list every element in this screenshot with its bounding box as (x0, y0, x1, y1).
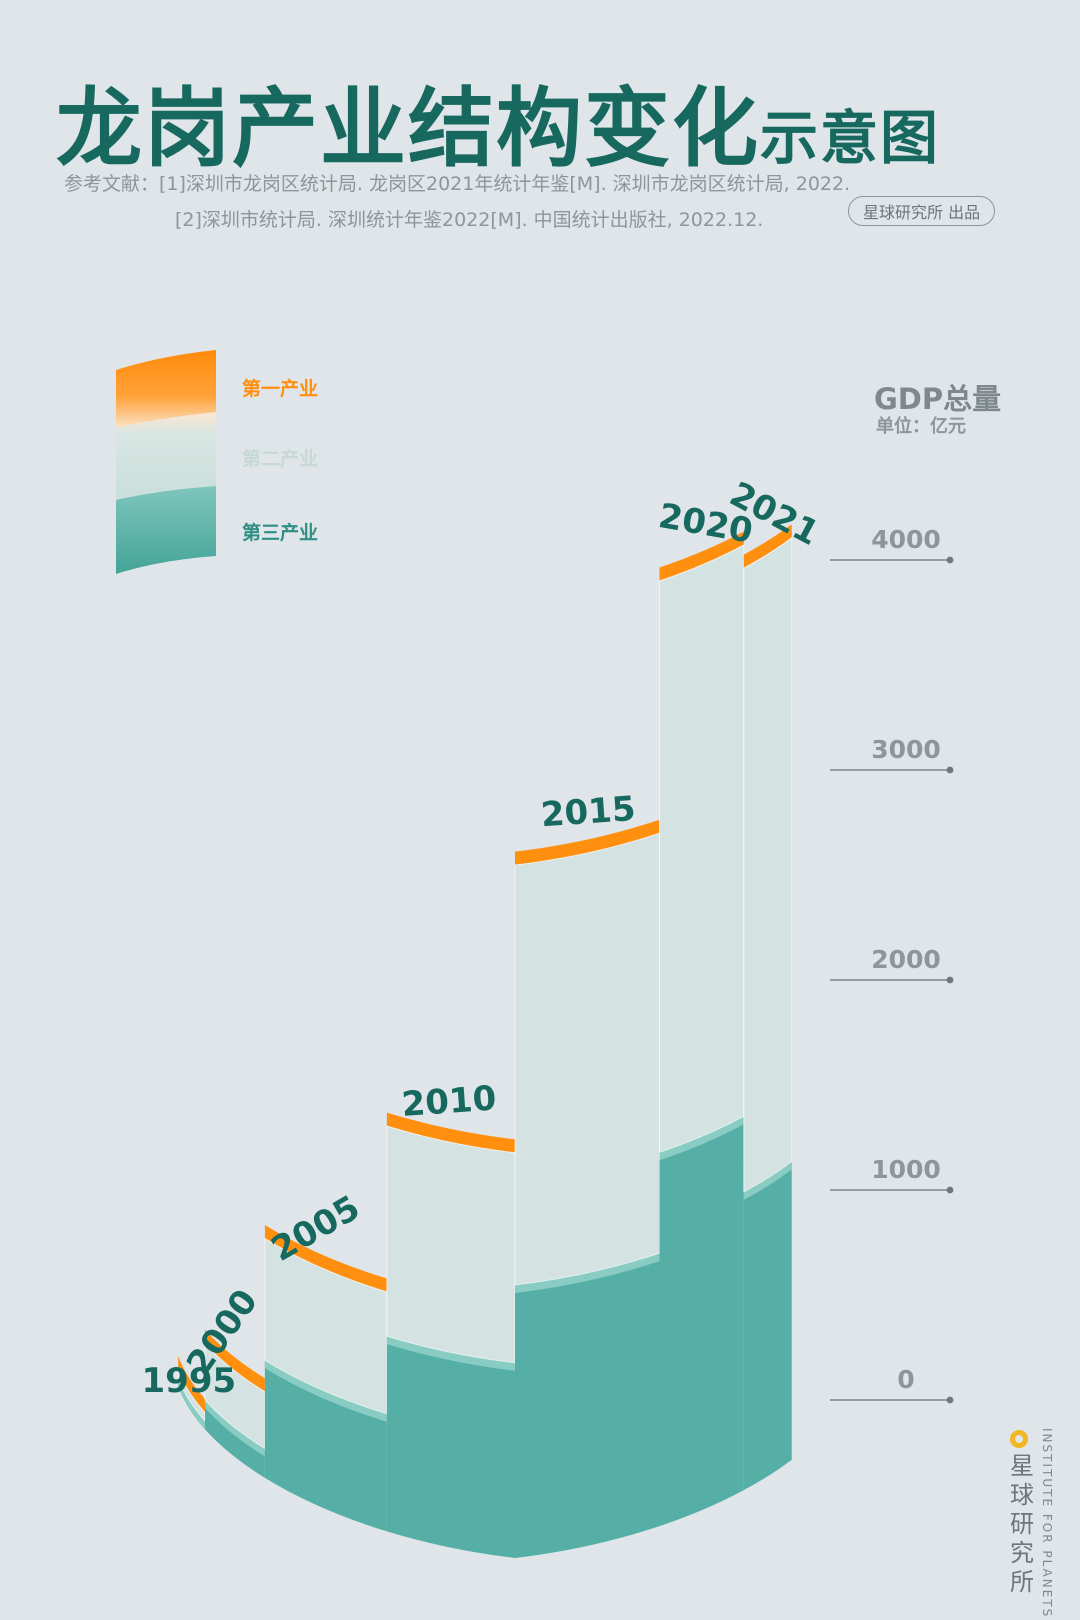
y-tick-dot (946, 1396, 954, 1404)
year-label-1995: 1995 (142, 1361, 237, 1401)
brand-name-en: INSTITUTE FOR PLANETS (1040, 1428, 1054, 1619)
bar-primary-2010 (386, 1112, 515, 1153)
bar-2021 (743, 524, 793, 1491)
y-tick-label: 0 (897, 1365, 914, 1394)
bar-primary-2020 (659, 531, 744, 581)
bar-tertiary-highlight (743, 1161, 792, 1200)
brand-dot-icon (1010, 1430, 1028, 1448)
bar-tertiary-highlight (178, 1378, 205, 1429)
year-label-2015: 2015 (540, 789, 637, 836)
page-title-sub: 示意图 (760, 104, 941, 172)
y-tick-dot (946, 556, 954, 564)
bars (177, 524, 793, 1558)
legend-label-tertiary: 第三产业 (242, 522, 319, 544)
bar-tertiary-2010 (386, 1336, 515, 1558)
bar-secondary-2021 (743, 536, 793, 1193)
bar-2020 (659, 531, 745, 1527)
bar-tertiary-highlight (264, 1360, 387, 1422)
y-tick-dot (946, 766, 954, 774)
bar-2010 (386, 1112, 516, 1558)
reference-line-2: [2]深圳市统计局. 深圳统计年鉴2022[M]. 中国统计出版社, 2022.… (175, 209, 764, 231)
bar-secondary-2010 (386, 1125, 516, 1364)
legend-swatch-primary (116, 350, 216, 428)
bar-primary-2021 (743, 524, 792, 568)
references: 参考文献：[1]深圳市龙岗区统计局. 龙岗区2021年统计年鉴[M]. 深圳市龙… (64, 166, 1024, 238)
brand-logo: 星球研究所 (1010, 1430, 1036, 1597)
y-tick-dot (946, 1186, 954, 1194)
bar-2015 (514, 819, 660, 1558)
y-tick-label: 1000 (871, 1155, 941, 1184)
brand-name: 星球研究所 (1010, 1452, 1034, 1596)
y-tick-label: 3000 (871, 735, 941, 764)
y-tick-dot (946, 976, 954, 984)
bar-secondary-2020 (659, 544, 745, 1153)
y-axis: 0 1000 2000 3000 4000 (830, 525, 954, 1404)
year-label-2010: 2010 (400, 1078, 497, 1125)
bar-primary-1995 (178, 1356, 205, 1412)
y-tick-label: 4000 (871, 525, 941, 554)
legend-swatch-tertiary (116, 486, 216, 574)
legend (116, 350, 216, 574)
bar-tertiary-2020 (659, 1116, 744, 1527)
bar-tertiary-2021 (743, 1161, 792, 1491)
bar-2000 (204, 1329, 266, 1478)
bar-tertiary-2015 (515, 1253, 660, 1558)
legend-swatch-secondary (116, 412, 216, 500)
bar-tertiary-2005 (264, 1360, 387, 1532)
bar-tertiary-highlight (386, 1336, 515, 1371)
bar-primary-2005 (264, 1225, 387, 1292)
y-tick-label: 2000 (871, 945, 941, 974)
y-axis-unit: 单位：亿元 (876, 416, 966, 437)
reference-line-1: 参考文献：[1]深圳市龙岗区统计局. 龙岗区2021年统计年鉴[M]. 深圳市龙… (64, 173, 851, 195)
bar-primary-2000 (205, 1329, 265, 1392)
page-title-main: 龙岗产业结构变化 (56, 79, 760, 179)
bar-2005 (264, 1225, 388, 1532)
page-title: 龙岗产业结构变化示意图 (56, 58, 940, 183)
y-axis-title: GDP总量 (874, 382, 1002, 416)
legend-label-primary: 第一产业 (242, 378, 319, 400)
publisher-badge: 星球研究所 出品 (848, 196, 996, 226)
bar-primary-2015 (515, 819, 660, 865)
bar-secondary-2015 (514, 832, 660, 1286)
legend-label-secondary: 第二产业 (242, 448, 319, 470)
